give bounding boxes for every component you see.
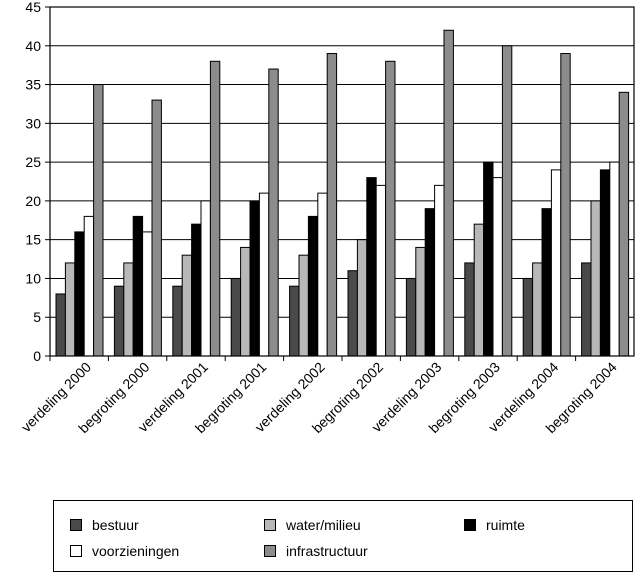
bar-water-milieu: [473, 223, 485, 357]
y-tick-label: 10: [25, 270, 41, 286]
legend-label: bestuur: [92, 517, 139, 533]
y-tick-label: 45: [25, 0, 41, 15]
bar-voorzieningen: [550, 169, 562, 357]
bar-ruimte: [424, 208, 436, 357]
bar-voorzieningen: [375, 184, 387, 357]
bar-ruimte: [366, 177, 377, 357]
bar-ruimte: [483, 161, 494, 357]
bar-voorzieningen: [200, 200, 211, 357]
bar-infrastructuur: [385, 60, 396, 357]
bar-voorzieningen: [258, 192, 270, 357]
bar-ruimte: [599, 169, 611, 357]
bar-ruimte: [132, 215, 144, 357]
y-tick-label: 30: [25, 115, 41, 131]
legend-item: ruimte: [464, 517, 525, 533]
bar-ruimte: [191, 223, 202, 357]
legend-label: water/milieu: [286, 517, 361, 533]
y-tick-label: 40: [25, 38, 41, 54]
bar-water-milieu: [64, 262, 76, 357]
bar-bestuur: [172, 285, 183, 357]
bar-water-milieu: [532, 262, 543, 357]
bar-water-milieu: [298, 254, 309, 357]
bar-water-milieu: [240, 246, 251, 357]
bar-voorzieningen: [83, 215, 95, 357]
bar-infrastructuur: [93, 84, 104, 357]
bar-ruimte: [307, 215, 319, 357]
bar-water-milieu: [356, 239, 368, 357]
bar-infrastructuur: [618, 91, 630, 357]
bar-bestuur: [405, 277, 417, 357]
legend-item: water/milieu: [264, 517, 361, 533]
bar-bestuur: [230, 277, 242, 357]
bar-water-milieu: [123, 262, 134, 357]
bar-infrastructuur: [151, 99, 162, 357]
legend-label: infrastructuur: [286, 543, 368, 559]
bar-bestuur: [289, 285, 300, 357]
bar-water-milieu: [415, 246, 426, 357]
bar-ruimte: [74, 231, 85, 357]
bar-infrastructuur: [209, 60, 221, 357]
bar-bestuur: [581, 262, 592, 357]
y-tick-label: 5: [33, 309, 41, 325]
bar-voorzieningen: [609, 161, 620, 357]
legend: bestuur water/milieu ruimte voorzieningen in…: [53, 500, 633, 572]
bar-infrastructuur: [560, 53, 571, 357]
y-tick-label: 15: [25, 232, 41, 248]
legend-swatch: [264, 519, 276, 531]
legend-swatch: [70, 519, 82, 531]
bar-bestuur: [464, 262, 475, 357]
bar-bestuur: [55, 293, 66, 357]
legend-label: ruimte: [486, 517, 525, 533]
bar-ruimte: [541, 208, 552, 357]
bar-infrastructuur: [268, 68, 279, 357]
bar-bestuur: [113, 285, 125, 357]
bar-water-milieu: [590, 200, 601, 357]
bar-bestuur: [347, 270, 358, 357]
bar-bestuur: [522, 277, 534, 357]
bar-infrastructuur: [443, 29, 454, 357]
legend-item: infrastructuur: [264, 543, 368, 559]
bar-voorzieningen: [434, 184, 445, 357]
bar-voorzieningen: [317, 192, 328, 357]
bar-water-milieu: [181, 254, 193, 357]
y-tick-label: 35: [25, 77, 41, 93]
bar-infrastructuur: [326, 53, 338, 357]
y-tick-label: 25: [25, 154, 41, 170]
legend-item: bestuur: [70, 517, 139, 533]
bar-voorzieningen: [492, 177, 503, 357]
y-tick-label: 20: [25, 193, 41, 209]
bars: [55, 29, 630, 357]
legend-swatch: [70, 545, 82, 557]
legend-swatch: [264, 545, 276, 557]
bar-infrastructuur: [501, 45, 513, 357]
bar-voorzieningen: [142, 231, 153, 357]
legend-swatch: [464, 519, 476, 531]
bar-ruimte: [249, 200, 260, 357]
legend-label: voorzieningen: [92, 543, 180, 559]
legend-item: voorzieningen: [70, 543, 179, 559]
y-tick-label: 0: [33, 348, 41, 364]
